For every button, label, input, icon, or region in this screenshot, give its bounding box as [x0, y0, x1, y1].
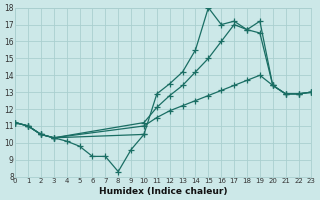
- X-axis label: Humidex (Indice chaleur): Humidex (Indice chaleur): [99, 187, 228, 196]
